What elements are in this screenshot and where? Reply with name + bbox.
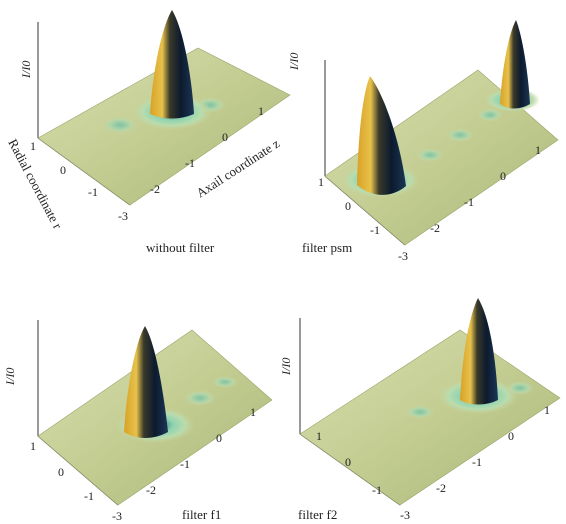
surface-bump — [405, 405, 435, 419]
z-ticks: -3 -2 -1 0 1 — [398, 143, 541, 263]
r-tick-label: 0 — [345, 199, 351, 213]
r-ticks: 1 0 -1 — [316, 429, 382, 497]
z-tick-label: -1 — [464, 195, 474, 209]
vertical-axis-label: I/I0 — [279, 358, 293, 376]
z-tick-label: 0 — [222, 130, 228, 144]
z-tick-label: -3 — [112, 509, 122, 523]
surface-plane — [299, 329, 561, 506]
r-ticks: 1 0 -1 — [318, 175, 380, 237]
z-tick-label: 0 — [508, 429, 514, 443]
surface-bump — [212, 376, 238, 388]
intensity-peak — [124, 326, 168, 438]
vertical-axis-label: I/I0 — [19, 61, 33, 79]
z-ticks: -3 -2 -1 0 1 — [112, 405, 256, 523]
r-tick-label: 1 — [30, 139, 36, 153]
z-tick-label: -3 — [398, 249, 408, 263]
intensity-peak — [460, 298, 498, 405]
intensity-peak — [500, 20, 530, 109]
z-tick-label: 1 — [250, 405, 256, 419]
r-tick-label: 1 — [30, 439, 36, 453]
panel-caption: filter f1 — [182, 507, 221, 522]
z-tick-label: -1 — [472, 455, 482, 469]
r-tick-label: 0 — [58, 465, 64, 479]
surface-bump — [102, 116, 138, 134]
panel-caption: without filter — [146, 240, 215, 255]
r-tick-label: 1 — [316, 429, 322, 443]
z-tick-label: 1 — [535, 143, 541, 157]
r-ticks: 1 0 -1 — [30, 439, 94, 503]
surface-bump — [184, 390, 216, 406]
panel-filter-f2: I/I0 1 0 -1 -3 -2 -1 0 1 filter f2 — [279, 298, 561, 522]
r-tick-label: -1 — [84, 489, 94, 503]
panel-caption: filter f2 — [298, 507, 337, 522]
surface-bump — [416, 148, 444, 162]
surface-bump — [446, 128, 474, 142]
z-tick-label: 0 — [500, 169, 506, 183]
panel-filter-psm: I/I0 1 0 -1 -3 -2 -1 0 1 filter psm — [287, 20, 559, 263]
z-tick-label: -3 — [118, 209, 128, 223]
vertical-axis-label: I/I0 — [3, 368, 17, 386]
r-tick-label: 0 — [345, 455, 351, 469]
z-tick-label: 1 — [258, 104, 264, 118]
z-tick-label: -3 — [400, 508, 410, 522]
vertical-axis-label: I/I0 — [287, 53, 301, 71]
r-ticks: 1 0 -1 — [30, 139, 98, 199]
z-tick-label: -2 — [150, 182, 160, 196]
panel-without-filter: I/I0 1 0 -1 -3 -2 -1 0 1 Axail coordinat… — [5, 10, 291, 255]
r-tick-label: 1 — [318, 175, 324, 189]
z-ticks: -3 -2 -1 0 1 — [118, 104, 264, 223]
z-tick-label: -1 — [185, 156, 195, 170]
r-tick-label: -1 — [88, 185, 98, 199]
z-tick-label: 0 — [216, 431, 222, 445]
z-tick-label: -2 — [430, 221, 440, 235]
intensity-peak — [357, 76, 406, 195]
z-tick-label: 1 — [544, 403, 550, 417]
z-tick-label: -2 — [436, 481, 446, 495]
surface-bump — [477, 108, 503, 122]
r-tick-label: 0 — [60, 163, 66, 177]
z-tick-label: -2 — [146, 483, 156, 497]
r-tick-label: -1 — [372, 483, 382, 497]
z-tick-label: -1 — [180, 457, 190, 471]
intensity-peak — [150, 10, 194, 119]
panel-caption: filter psm — [302, 240, 352, 255]
r-tick-label: -1 — [370, 223, 380, 237]
panel-filter-f1: I/I0 1 0 -1 -3 -2 -1 0 1 filter f1 — [3, 320, 273, 523]
z-ticks: -3 -2 -1 0 1 — [400, 403, 550, 522]
